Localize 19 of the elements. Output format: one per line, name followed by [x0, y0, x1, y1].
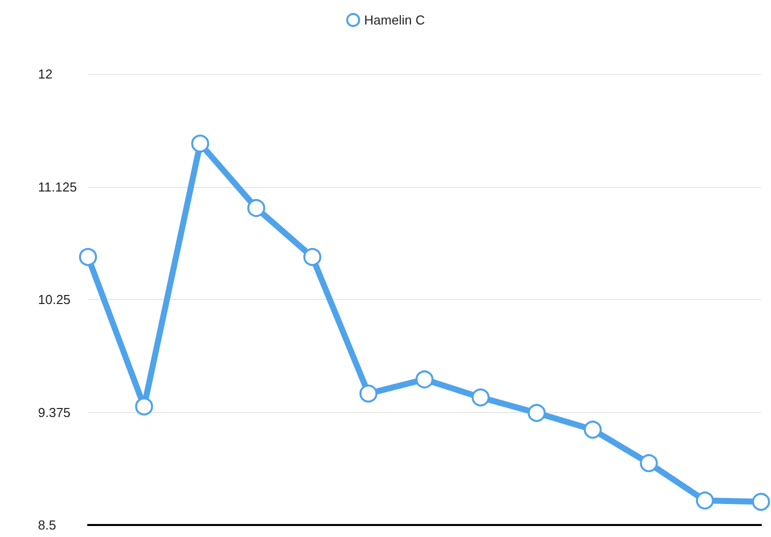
point — [247, 199, 266, 218]
point — [528, 404, 546, 422]
point — [584, 420, 602, 439]
point — [359, 384, 378, 403]
point — [135, 397, 154, 416]
point — [472, 388, 490, 406]
y-tick-label: 11.125 — [38, 179, 77, 194]
point — [79, 248, 97, 266]
legend-label: Hamelin C — [364, 12, 425, 28]
y-tick-label: 9.375 — [38, 404, 71, 420]
y-tick-label: 8.5 — [38, 518, 56, 532]
point — [696, 492, 714, 510]
point — [416, 370, 434, 388]
y-tick-label: 12 — [38, 66, 52, 82]
y-tick-label: 10.25 — [38, 292, 71, 307]
point — [191, 134, 210, 153]
point — [752, 492, 770, 511]
point — [640, 454, 658, 472]
point — [303, 248, 322, 266]
